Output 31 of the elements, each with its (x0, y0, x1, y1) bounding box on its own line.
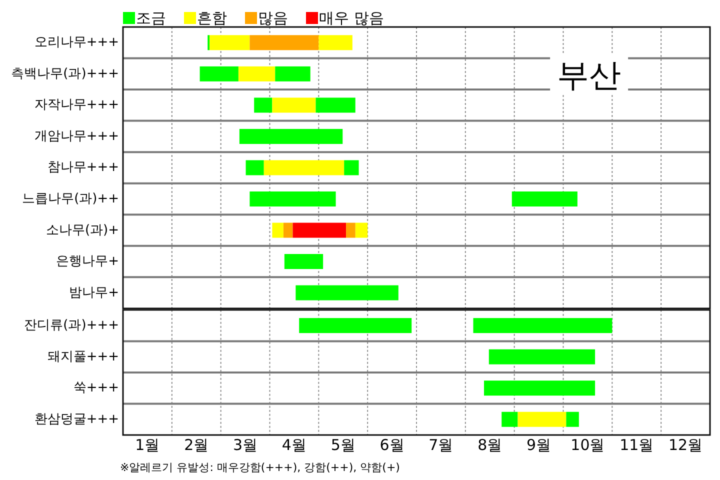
y-tick-label: 소나무(과)+ (46, 222, 119, 238)
x-tick-label: 12월 (668, 436, 703, 454)
x-tick-label: 9월 (526, 436, 552, 454)
legend-label: 조금 (136, 9, 166, 27)
legend-label: 많음 (258, 9, 288, 27)
y-tick-label: 쑥+++ (73, 380, 119, 396)
y-tick-label: 환삼덩굴+++ (34, 412, 119, 427)
x-tick-label: 8월 (478, 436, 502, 454)
x-tick-label: 2월 (184, 436, 209, 454)
x-tick-label: 4월 (282, 436, 306, 454)
x-tick-label: 5월 (330, 436, 356, 454)
x-tick-label: 6월 (380, 436, 404, 454)
title: 부산 (557, 56, 622, 94)
y-tick-label: 밤나무+ (69, 285, 119, 300)
x-tick-label: 10월 (570, 436, 605, 454)
y-tick-label: 느릅나무(과)++ (22, 191, 119, 206)
y-tick-label: 오리나무+++ (34, 35, 119, 50)
x-tick-label: 1월 (135, 436, 160, 454)
y-tick-label: 은행나무+ (56, 254, 119, 270)
x-tick-label: 7월 (428, 436, 454, 454)
y-tick-label: 측백나무(과)+++ (11, 66, 119, 82)
note: ※알레르기 유발성: 매우강함(+++), 강함(++), 약함(+) (120, 461, 400, 474)
y-tick-label: 자작나무+++ (34, 98, 119, 113)
legend-label: 흔함 (197, 9, 227, 27)
y-tick-label: 돼지풀+++ (47, 349, 119, 364)
x-tick-label: 11월 (620, 436, 654, 454)
y-tick-label: 개암나무+++ (34, 128, 119, 144)
x-tick-label: 3월 (233, 436, 258, 454)
y-tick-label: 참나무+++ (47, 160, 119, 176)
y-tick-label: 잔디류(과)+++ (24, 318, 119, 334)
legend-label: 매우 많음 (319, 9, 384, 27)
